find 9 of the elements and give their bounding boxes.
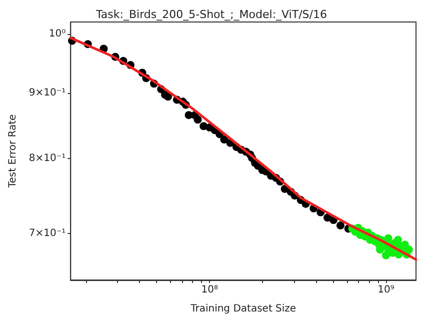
x-axis-title: Training Dataset Size — [190, 304, 296, 314]
x-tick-label: 10⁸ — [201, 284, 218, 296]
y-tick-label: 9×10⁻¹ — [28, 87, 66, 98]
chart-title: Task:_Birds_200_5-Shot_;_Model:_ViT/S/16 — [95, 8, 327, 21]
y-tick-label: 10⁰ — [48, 28, 66, 40]
x-tick-label: 10⁹ — [378, 284, 394, 296]
y-axis-title: Test Error Rate — [8, 114, 18, 189]
y-tick-label: 7×10⁻¹ — [28, 228, 66, 239]
y-tick-label: 8×10⁻¹ — [28, 153, 66, 164]
